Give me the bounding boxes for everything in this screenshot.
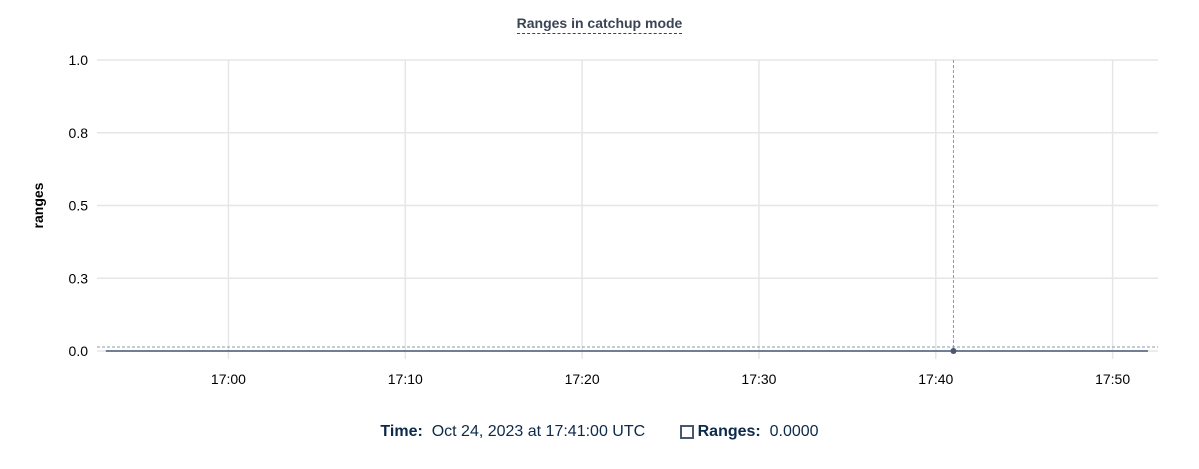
series-label: Ranges: (697, 423, 761, 440)
time-label: Time: (380, 423, 423, 440)
legend: Time: Oct 24, 2023 at 17:41:00 UTC Range… (0, 423, 1199, 441)
x-tick-label: 17:00 (211, 371, 246, 387)
x-tick-label: 17:40 (918, 371, 953, 387)
x-tick-label: 17:50 (1095, 371, 1130, 387)
y-tick-label: 0.3 (69, 270, 89, 286)
y-axis-label: ranges (30, 182, 46, 228)
series-toggle-checkbox[interactable] (679, 425, 694, 439)
y-tick-label: 0.0 (69, 343, 89, 359)
time-value: Oct 24, 2023 at 17:41:00 UTC (431, 423, 646, 440)
series-value: 0.0000 (769, 423, 819, 440)
y-tick-label: 1.0 (69, 52, 89, 68)
x-tick-label: 17:30 (741, 371, 776, 387)
x-tick-label: 17:10 (388, 371, 423, 387)
x-tick-label: 17:20 (565, 371, 600, 387)
y-tick-label: 0.8 (69, 125, 89, 141)
y-tick-label: 0.5 (69, 198, 89, 214)
hover-point (950, 348, 957, 354)
chart: 0.0 0.3 0.5 0.8 1.0 17:00 17:10 17:20 17:30 17:40… (30, 52, 1158, 387)
chart-title: Ranges in catchup mode (0, 15, 1199, 34)
